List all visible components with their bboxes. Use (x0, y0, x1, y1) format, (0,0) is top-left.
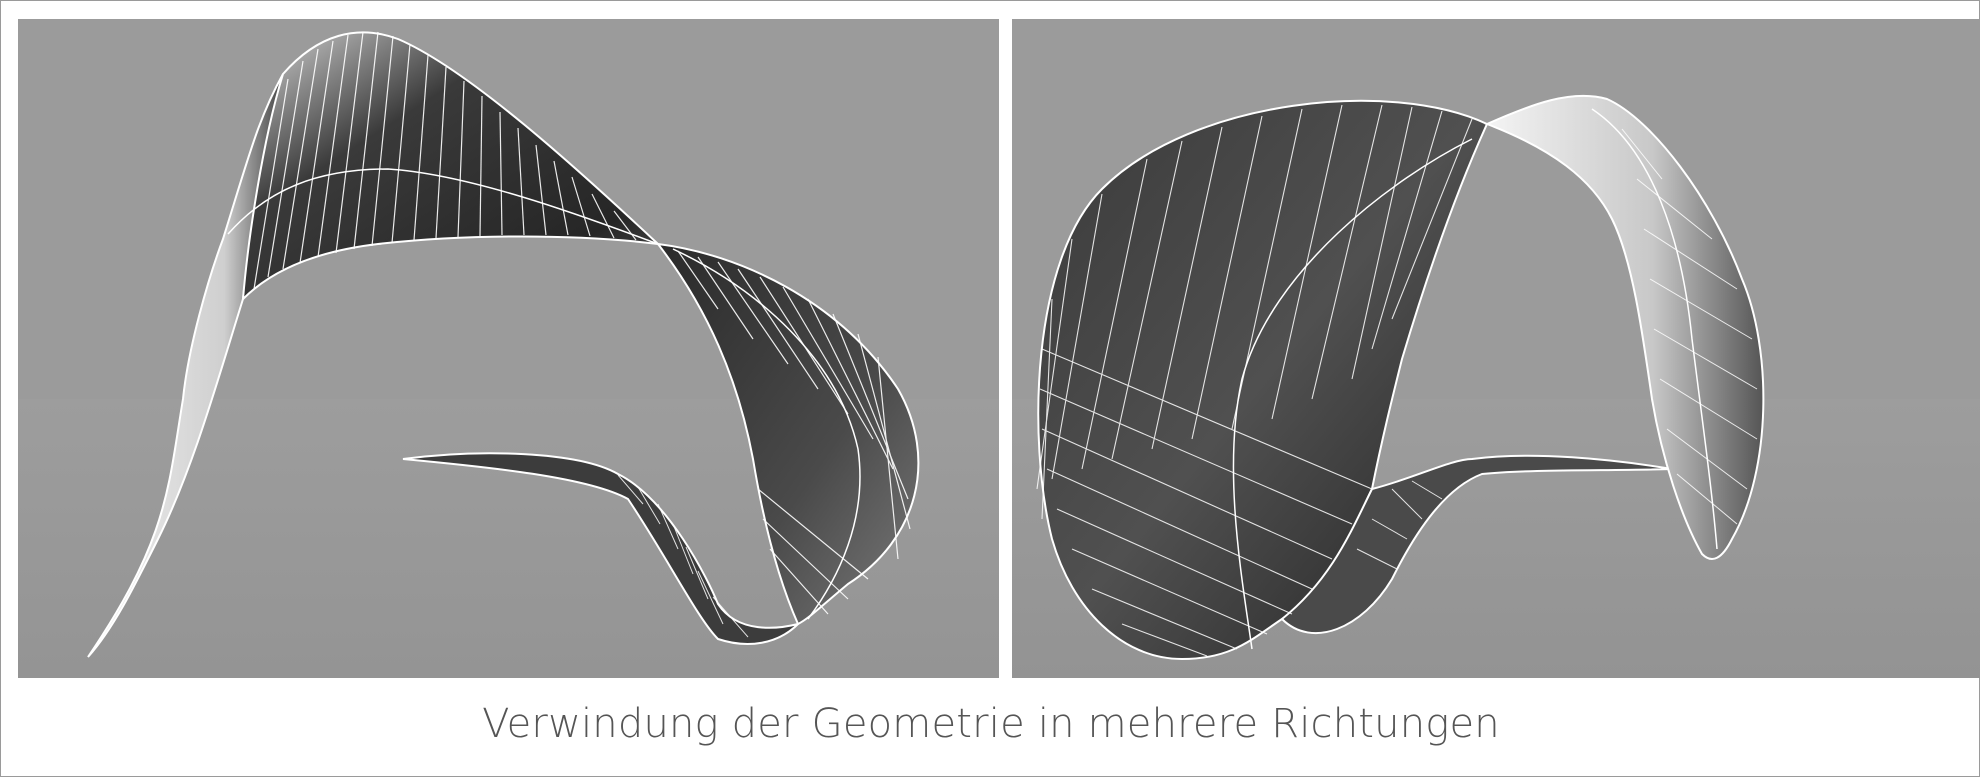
surface-render-left (18, 31, 999, 678)
render-viewport-right (1012, 19, 1980, 678)
wireframe-rulings-fin (1621, 128, 1758, 525)
wireframe-shell-centerline (1232, 138, 1473, 650)
surface-tail (1280, 454, 1673, 635)
figure-caption: Verwindung der Geometrie in mehrere Rich… (482, 701, 1500, 747)
wireframe-rulings-shell (1036, 104, 1473, 657)
surface-arch (241, 31, 661, 302)
surface-shell (1037, 99, 1489, 661)
surface-lower-tail (402, 452, 802, 645)
surface-render-right (1012, 94, 1980, 678)
render-viewport-left (18, 19, 999, 678)
wireframe-fin-centerline (1591, 108, 1718, 550)
wireframe-rulings-tail (617, 474, 749, 638)
wireframe-rulings-arch (253, 31, 637, 290)
surface-fin (1484, 94, 1765, 560)
wireframe-rulings-tail (1356, 480, 1443, 570)
wireframe-loop-centerline (672, 248, 861, 620)
wireframe-arch-centerline (227, 168, 659, 245)
